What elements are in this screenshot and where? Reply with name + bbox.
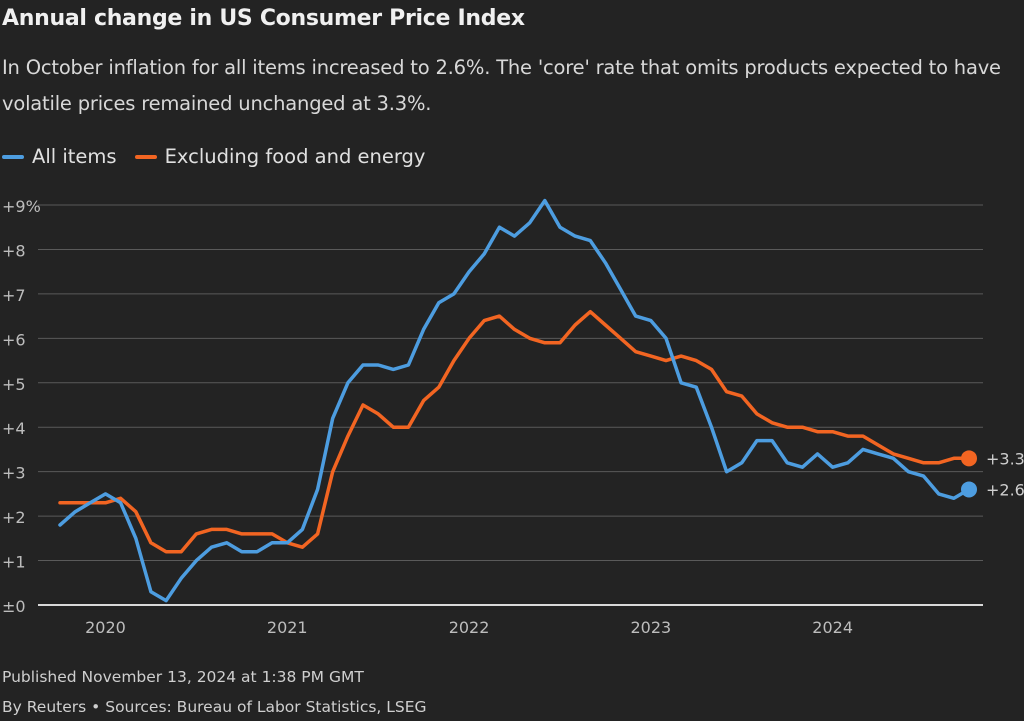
y-tick-label: +9%	[2, 197, 41, 216]
published-date: Published November 13, 2024 at 1:38 PM G…	[2, 668, 364, 686]
chart-title: Annual change in US Consumer Price Index	[2, 6, 525, 31]
legend-label: Excluding food and energy	[164, 145, 426, 168]
y-tick-label: +4	[2, 419, 26, 438]
x-tick-label: 2022	[449, 618, 490, 637]
y-tick-label: +7	[2, 286, 26, 305]
x-tick-label: 2024	[812, 618, 853, 637]
legend-swatch-core	[134, 154, 157, 159]
series-line-core	[58, 309, 971, 554]
end-point-marker	[961, 481, 977, 498]
y-tick-label: +1	[2, 553, 26, 572]
y-tick-label: +2	[2, 508, 26, 527]
series-line-all-items	[58, 198, 971, 603]
legend: All items Excluding food and energy	[2, 145, 425, 168]
y-tick-label: +6	[2, 330, 26, 349]
x-tick-label: 2020	[85, 618, 126, 637]
x-tick-label: 2023	[630, 618, 671, 637]
legend-swatch-all-items	[2, 154, 24, 159]
end-point-marker	[961, 450, 977, 467]
end-value-label: +2.6	[986, 480, 1024, 499]
y-tick-label: +3	[2, 464, 26, 483]
y-tick-label: +5	[2, 375, 26, 394]
x-tick-label: 2021	[267, 618, 308, 637]
y-tick-label: ±0	[2, 597, 26, 616]
legend-label: All items	[32, 145, 117, 168]
y-tick-label: +8	[2, 241, 26, 260]
source-credits: By Reuters • Sources: Bureau of Labor St…	[2, 698, 427, 716]
legend-item-all-items: All items	[2, 145, 117, 168]
end-value-label: +3.3	[986, 449, 1024, 468]
legend-item-core: Excluding food and energy	[134, 145, 426, 168]
chart-subtitle: In October inflation for all items incre…	[2, 56, 1001, 115]
